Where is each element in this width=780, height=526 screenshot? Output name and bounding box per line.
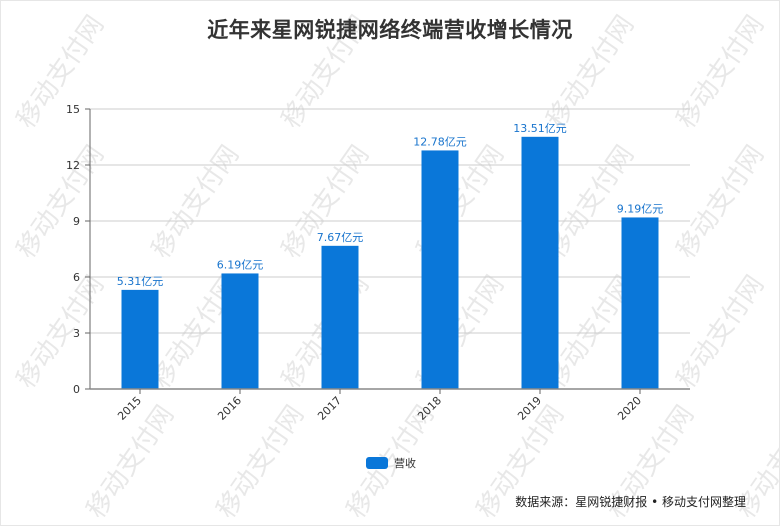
data-label: 9.19亿元 <box>617 202 664 215</box>
gridlines <box>90 108 690 334</box>
watermark-text: 移动支付网 <box>671 270 770 394</box>
y-tick-label: 12 <box>66 159 80 172</box>
watermark-text: 移动支付网 <box>276 140 375 264</box>
bar-2015[interactable] <box>121 289 159 389</box>
legend-label: 营收 <box>394 457 416 470</box>
data-label: 6.19亿元 <box>217 258 264 271</box>
y-tick-label: 9 <box>73 215 80 228</box>
chart-title: 近年来星网锐捷网络终端营收增长情况 <box>207 18 573 42</box>
y-tick-label: 3 <box>73 327 80 340</box>
bar-2019[interactable] <box>521 136 559 389</box>
bar-2018[interactable] <box>421 150 459 389</box>
watermark-text: 移动支付网 <box>146 0 245 4</box>
x-tick-label: 2020 <box>615 394 644 423</box>
legend[interactable]: 营收 <box>366 455 416 471</box>
watermark-text: 移动支付网 <box>671 140 770 264</box>
data-label: 7.67亿元 <box>317 231 364 244</box>
watermark-text: 移动支付网 <box>11 140 110 264</box>
bar-2017[interactable] <box>321 245 359 389</box>
data-source-note: 数据来源：星网锐捷财报 • 移动支付网整理 <box>515 495 746 509</box>
y-tick-label: 0 <box>73 383 80 396</box>
watermark-text: 移动支付网 <box>81 400 180 524</box>
watermark-text: 移动支付网 <box>11 270 110 394</box>
x-tick-label: 2016 <box>215 394 244 423</box>
watermark-text: 移动支付网 <box>146 140 245 264</box>
data-label: 12.78亿元 <box>413 135 467 148</box>
y-tick-label: 15 <box>66 103 80 116</box>
x-tick-label: 2017 <box>315 394 344 423</box>
x-tick-label: 2015 <box>115 394 144 423</box>
data-label: 5.31亿元 <box>117 275 164 288</box>
watermark-text: 移动支付网 <box>411 0 510 4</box>
legend-swatch <box>366 457 388 469</box>
bars: 5.31亿元 6.19亿元 7.67亿元 12.78亿元 13.51亿元 9.19亿元 <box>117 122 664 389</box>
y-tick-label: 6 <box>73 271 80 284</box>
bar-2016[interactable] <box>221 273 259 389</box>
data-label: 13.51亿元 <box>513 122 567 135</box>
bar-2020[interactable] <box>621 217 659 389</box>
